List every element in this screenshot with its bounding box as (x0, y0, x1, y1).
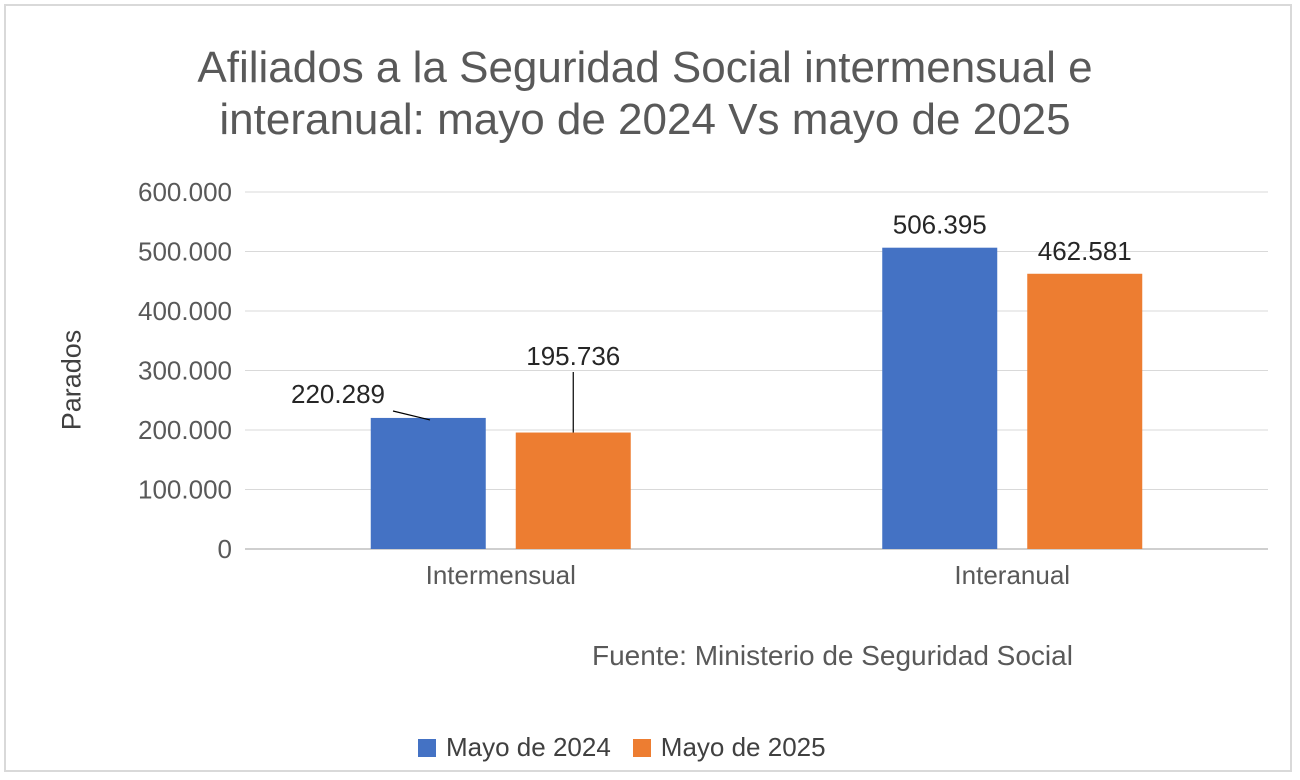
source-note: Fuente: Ministerio de Seguridad Social (592, 640, 1073, 671)
bar (882, 247, 998, 549)
legend-label-2024: Mayo de 2024 (446, 732, 611, 762)
legend-item-2024: Mayo de 2024 (418, 732, 611, 763)
bar (515, 432, 631, 549)
x-tick-label: Interanual (954, 560, 1070, 590)
y-tick-label: 600.000 (138, 177, 232, 207)
x-tick-label: Intermensual (426, 560, 576, 590)
y-tick-label: 300.000 (138, 356, 232, 386)
chart-title-line-2: interanual: mayo de 2024 Vs mayo de 2025 (219, 95, 1071, 144)
leader-line (392, 410, 431, 421)
legend-label-2025: Mayo de 2025 (660, 732, 826, 762)
legend-swatch-2024 (418, 738, 436, 757)
chart-title: Afiliados a la Seguridad Social intermen… (0, 42, 1290, 146)
data-label: 506.395 (893, 210, 987, 240)
data-label: 195.736 (526, 341, 620, 371)
y-tick-label: 200.000 (138, 415, 232, 445)
legend-swatch-2025 (632, 738, 651, 757)
chart-legend: Mayo de 2024 Mayo de 2025 (418, 732, 848, 763)
y-tick-label: 100.000 (138, 475, 232, 505)
y-tick-label: 0 (218, 534, 232, 564)
y-tick-label: 500.000 (138, 237, 232, 267)
bar (1027, 273, 1143, 549)
legend-item-2025: Mayo de 2025 (632, 732, 826, 763)
data-label: 462.581 (1038, 236, 1132, 266)
bar (370, 417, 486, 549)
chart-title-line-1: Afiliados a la Seguridad Social intermen… (197, 43, 1093, 92)
data-label: 220.289 (291, 379, 385, 409)
y-tick-label: 400.000 (138, 296, 232, 326)
